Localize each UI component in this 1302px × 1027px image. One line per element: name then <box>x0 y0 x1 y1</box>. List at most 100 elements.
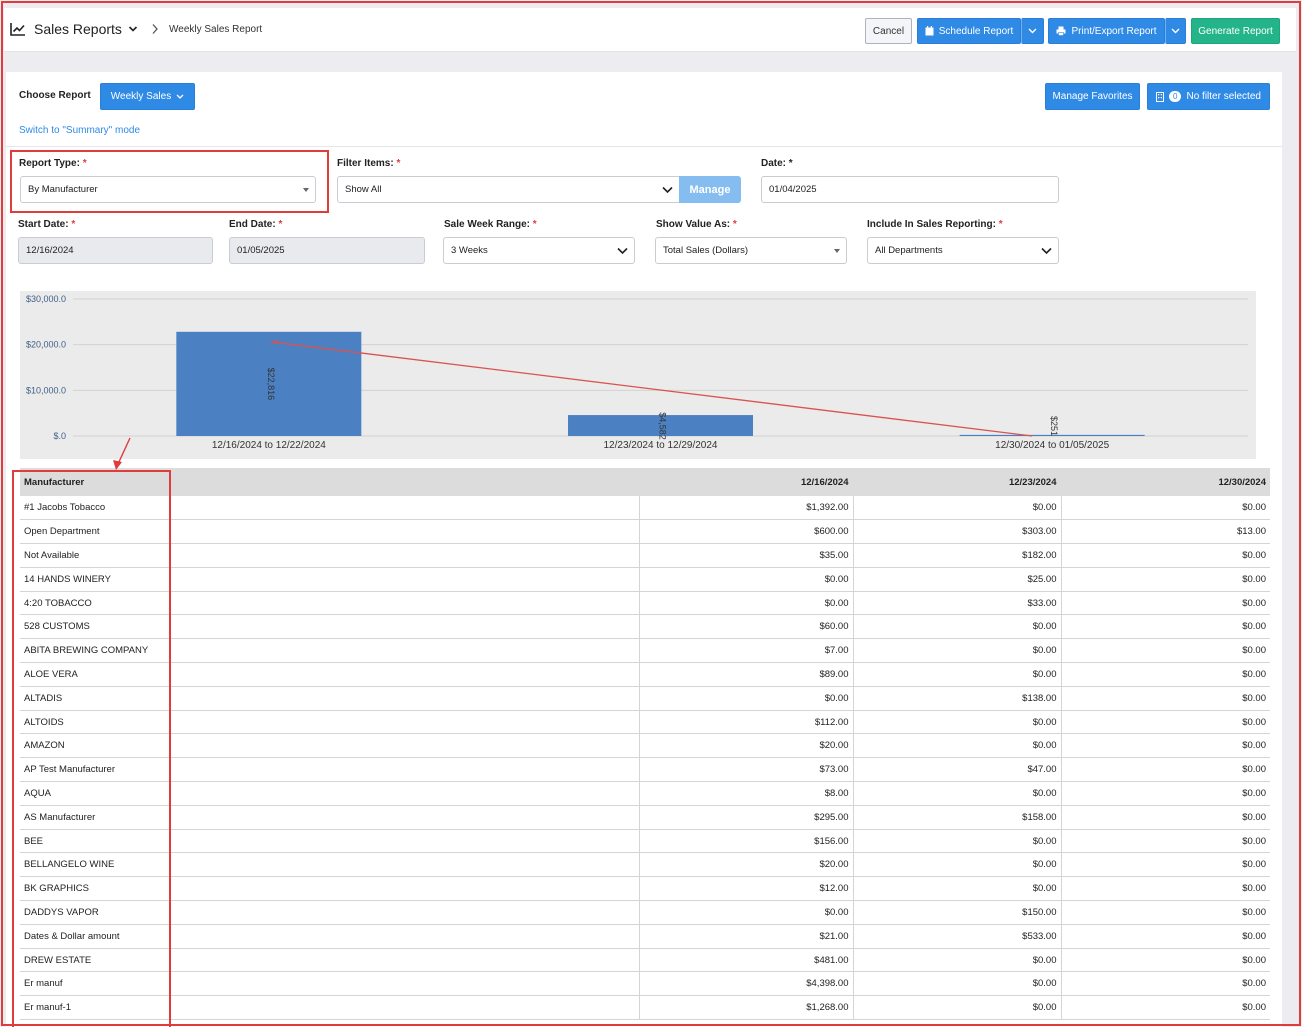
manufacturer-cell: AMAZON <box>20 733 640 759</box>
sales-value-cell: $0.00 <box>1061 948 1270 973</box>
sales-value-cell: $0.00 <box>853 995 1062 1021</box>
column-header-week[interactable]: 12/23/2024 <box>853 468 1062 496</box>
start-date-label: Start Date: * <box>18 219 75 230</box>
sales-value-cell: $4,398.00 <box>639 971 854 997</box>
x-category-label: 12/30/2024 to 01/05/2025 <box>995 440 1109 451</box>
sales-value-cell: $25.00 <box>853 567 1062 592</box>
required-marker: * <box>278 219 283 230</box>
table-row: AMAZON $20.00 $0.00 $0.00 <box>20 733 1270 759</box>
required-marker: * <box>396 158 401 169</box>
sales-value-cell: $0.00 <box>1061 543 1270 568</box>
calendar-icon <box>925 26 934 36</box>
sales-value-cell: $150.00 <box>853 900 1062 925</box>
sales-value-cell: $1,268.00 <box>639 995 854 1021</box>
chevron-down-icon[interactable] <box>128 24 138 34</box>
printer-icon <box>1056 26 1066 36</box>
end-date-input: 01/05/2025 <box>229 237 425 264</box>
table-row: Open Department $600.00 $303.00 $13.00 <box>20 519 1270 545</box>
filter-items-label-text: Filter Items: <box>337 158 394 169</box>
date-input[interactable]: 01/04/2025 <box>761 176 1059 203</box>
sale-week-range-label-text: Sale Week Range: <box>444 219 530 230</box>
column-header-week[interactable]: 12/16/2024 <box>639 468 854 496</box>
sales-value-cell: $303.00 <box>853 519 1062 545</box>
column-header-manufacturer[interactable]: Manufacturer <box>20 468 640 496</box>
manufacturer-cell: ALOE VERA <box>20 662 640 687</box>
sales-value-cell: $0.00 <box>1061 638 1270 664</box>
sales-value-cell: $0.00 <box>1061 496 1270 521</box>
table-row: 4:20 TOBACCO $0.00 $33.00 $0.00 <box>20 591 1270 616</box>
filter-selection-button[interactable]: 0 No filter selected <box>1147 83 1270 110</box>
bar-data-label: $22,816 <box>266 368 276 401</box>
table-row: 14 HANDS WINERY $0.00 $25.00 $0.00 <box>20 567 1270 592</box>
required-marker: * <box>82 158 87 169</box>
chart-bar[interactable] <box>568 415 753 436</box>
filter-items-select[interactable]: Show All <box>337 176 680 203</box>
sales-value-cell: $0.00 <box>853 710 1062 735</box>
sales-value-cell: $0.00 <box>853 876 1062 902</box>
sales-value-cell: $0.00 <box>1061 829 1270 854</box>
show-value-as-select[interactable]: Total Sales (Dollars) <box>655 237 847 264</box>
manufacturer-cell: AQUA <box>20 781 640 806</box>
sales-value-cell: $0.00 <box>1061 852 1270 878</box>
breadcrumb: Weekly Sales Report <box>169 24 263 35</box>
choose-report-dropdown[interactable]: Weekly Sales <box>100 83 195 110</box>
sales-value-cell: $89.00 <box>639 662 854 687</box>
report-type-select[interactable]: By Manufacturer <box>20 176 316 203</box>
sales-value-cell: $35.00 <box>639 543 854 568</box>
y-tick-label: $20,000.0 <box>26 340 66 350</box>
chart-annotation-line <box>270 341 1033 437</box>
manufacturer-cell: DADDYS VAPOR <box>20 900 640 925</box>
schedule-report-button[interactable]: Schedule Report <box>917 18 1021 44</box>
manage-favorites-button[interactable]: Manage Favorites <box>1045 83 1140 110</box>
chart-bar[interactable] <box>959 434 1145 436</box>
chevron-down-icon <box>662 186 673 194</box>
chevron-right-icon <box>152 24 158 34</box>
table-row: ALOE VERA $89.00 $0.00 $0.00 <box>20 662 1270 687</box>
include-in-sales-label: Include In Sales Reporting: * <box>867 219 1003 230</box>
sales-value-cell: $47.00 <box>853 757 1062 783</box>
start-date-input: 12/16/2024 <box>18 237 213 264</box>
manage-filter-button[interactable]: Manage <box>679 176 741 203</box>
sales-table-container: Manufacturer 12/16/2024 12/23/2024 12/30/20… <box>20 468 1270 1021</box>
manufacturer-cell: Not Available <box>20 543 640 568</box>
sales-table: Manufacturer 12/16/2024 12/23/2024 12/30/20… <box>20 468 1270 1021</box>
sales-value-cell: $0.00 <box>1061 662 1270 687</box>
include-in-sales-select[interactable]: All Departments <box>867 237 1059 264</box>
report-panel: Choose Report Weekly Sales Manage Favori… <box>6 72 1282 1027</box>
print-export-button[interactable]: Print/Export Report <box>1048 18 1165 44</box>
manufacturer-cell: AS Manufacturer <box>20 805 640 830</box>
manufacturer-cell: Er manuf-1 <box>20 995 640 1021</box>
y-tick-label: $10,000.0 <box>26 385 66 395</box>
sales-value-cell: $112.00 <box>639 710 854 735</box>
sales-value-cell: $0.00 <box>1061 686 1270 711</box>
generate-report-button[interactable]: Generate Report <box>1191 18 1280 44</box>
sales-value-cell: $0.00 <box>853 496 1062 521</box>
report-type-label-text: Report Type: <box>19 158 80 169</box>
sales-value-cell: $182.00 <box>853 543 1062 568</box>
schedule-report-dropdown[interactable] <box>1021 18 1044 44</box>
annotation-arrow-icon <box>113 437 131 470</box>
column-header-week[interactable]: 12/30/2024 <box>1061 468 1270 496</box>
include-in-sales-value: All Departments <box>875 245 943 256</box>
y-tick-label: $.0 <box>53 431 66 441</box>
switch-summary-mode-link[interactable]: Switch to "Summary" mode <box>19 125 141 136</box>
chevron-down-icon <box>1171 28 1180 34</box>
print-export-label: Print/Export Report <box>1071 25 1157 37</box>
table-row: ABITA BREWING COMPANY $7.00 $0.00 $0.00 <box>20 638 1270 664</box>
sales-value-cell: $0.00 <box>1061 591 1270 616</box>
arrowhead-icon <box>270 340 278 345</box>
sales-value-cell: $0.00 <box>639 567 854 592</box>
sales-value-cell: $481.00 <box>639 948 854 973</box>
sale-week-range-select[interactable]: 3 Weeks <box>443 237 635 264</box>
show-value-as-label: Show Value As: * <box>656 219 737 230</box>
building-icon <box>1156 91 1165 102</box>
required-marker: * <box>998 219 1003 230</box>
page-title[interactable]: Sales Reports <box>34 21 122 37</box>
section-divider <box>6 146 1282 147</box>
cancel-button[interactable]: Cancel <box>865 18 912 44</box>
end-date-label: End Date: * <box>229 219 282 230</box>
end-date-value: 01/05/2025 <box>237 245 285 256</box>
print-export-dropdown[interactable] <box>1165 18 1186 44</box>
manufacturer-cell: DREW ESTATE <box>20 948 640 973</box>
chevron-down-icon <box>1028 28 1037 34</box>
